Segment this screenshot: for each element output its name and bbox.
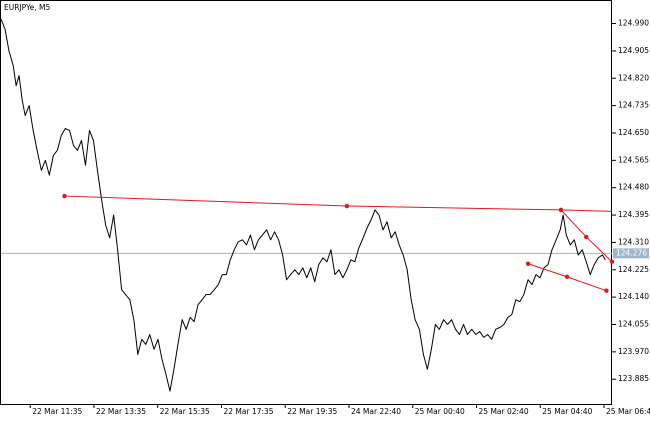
trendline-anchor <box>62 193 67 199</box>
y-tick-label: 124.480 <box>618 183 649 192</box>
trendline-anchor <box>584 234 589 240</box>
y-tick-label: 124.905 <box>618 46 649 55</box>
y-tick-label: 124.735 <box>618 101 649 110</box>
y-tick-label: 124.990 <box>618 19 649 28</box>
trendline-anchor <box>558 207 564 213</box>
y-tick-label: 124.820 <box>618 73 649 82</box>
y-tick-label: 124.225 <box>618 265 649 274</box>
price-series <box>0 18 606 392</box>
plot-frame <box>0 0 612 405</box>
trendline-anchor <box>344 203 350 209</box>
price-label-box <box>613 248 649 259</box>
x-tick-label: 22 Mar 11:35 <box>32 407 82 416</box>
y-tick-label: 124.140 <box>618 292 649 301</box>
trendline-ray <box>560 209 613 212</box>
x-tick-label: 22 Mar 19:35 <box>287 407 337 416</box>
y-tick-label: 124.310 <box>618 237 649 246</box>
x-tick-label: 22 Mar 17:35 <box>223 407 273 416</box>
trendline-anchor <box>609 259 615 264</box>
y-tick-label: 123.885 <box>618 374 649 383</box>
x-tick-label: 22 Mar 15:35 <box>160 407 210 416</box>
y-tick-label: 124.395 <box>618 210 649 219</box>
x-tick-label: 25 Mar 00:40 <box>415 407 465 416</box>
x-tick-label: 24 Mar 22:40 <box>351 407 401 416</box>
x-tick-label: 25 Mar 04:40 <box>542 407 592 416</box>
y-tick-label: 124.565 <box>618 155 649 164</box>
trendline-anchor <box>604 288 609 293</box>
x-tick-label: 22 Mar 13:35 <box>96 407 146 416</box>
x-tick-label: 25 Mar 06:40 <box>606 407 650 416</box>
trendline-anchor <box>564 274 570 280</box>
y-tick-label: 124.650 <box>618 128 649 137</box>
x-tick-label: 25 Mar 02:40 <box>479 407 529 416</box>
price-label: 124.276 <box>616 248 647 257</box>
y-tick-label: 124.055 <box>618 319 649 328</box>
y-tick-label: 123.970 <box>618 347 649 356</box>
trendline-anchor <box>525 261 531 266</box>
chart-title: EURJPYe, M5 <box>4 3 50 12</box>
